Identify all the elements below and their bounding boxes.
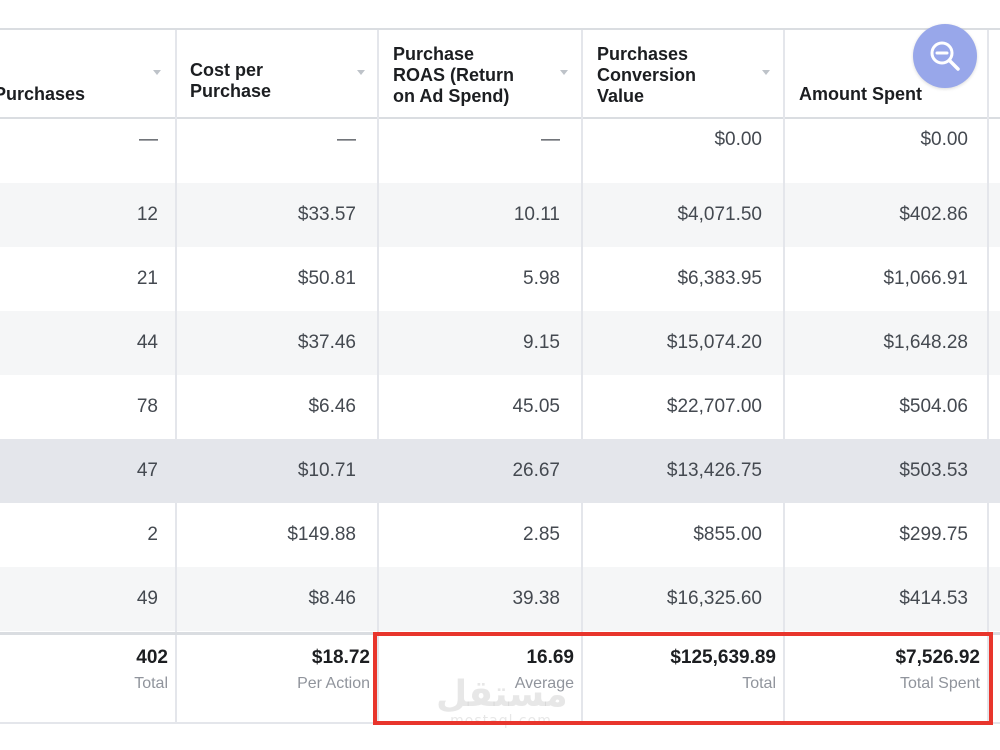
column-header-cost-per-purchase[interactable]: Cost per Purchase bbox=[190, 30, 376, 118]
cell-cost-per-purchase: $33.57 bbox=[297, 204, 356, 225]
sort-caret-icon[interactable] bbox=[560, 70, 568, 75]
cell-cost-per-purchase: $149.88 bbox=[287, 524, 356, 545]
cell-amount-spent: $1,066.91 bbox=[883, 268, 968, 289]
cell-conversion-value: $15,074.20 bbox=[666, 332, 762, 353]
total-value: $7,526.92 bbox=[895, 647, 980, 668]
column-divider[interactable] bbox=[175, 30, 177, 723]
cell-amount-spent: $402.86 bbox=[899, 204, 968, 225]
cell-purchases: 12 bbox=[136, 204, 158, 225]
table-row[interactable]: 2 $149.88 2.85 $855.00 $299.75 bbox=[0, 503, 1000, 567]
cell-cost-per-purchase: $37.46 bbox=[297, 332, 356, 353]
table-top-border bbox=[0, 28, 1000, 30]
table-row[interactable]: 21 $50.81 5.98 $6,383.95 $1,066.91 bbox=[0, 247, 1000, 311]
total-value: 16.69 bbox=[526, 647, 574, 668]
cell-cost-per-purchase: — bbox=[337, 129, 356, 150]
cell-cost-per-purchase: $50.81 bbox=[297, 268, 356, 289]
cell-roas: 10.11 bbox=[513, 204, 560, 225]
total-cost-per-purchase: $18.72 Per Action bbox=[176, 646, 378, 694]
totals-highlight-box bbox=[373, 632, 993, 725]
zoom-out-icon bbox=[927, 38, 963, 74]
column-divider[interactable] bbox=[581, 30, 583, 723]
total-value: 402 bbox=[136, 647, 168, 668]
cell-cost-per-purchase: $10.71 bbox=[297, 460, 356, 481]
zoom-out-button[interactable] bbox=[913, 24, 977, 88]
total-label: Average bbox=[514, 675, 574, 692]
column-header-amount-spent[interactable]: Amount Spent bbox=[799, 30, 989, 118]
cell-amount-spent: $414.53 bbox=[899, 588, 968, 609]
cell-amount-spent: $1,648.28 bbox=[883, 332, 968, 353]
column-header-label: Amount Spent bbox=[799, 84, 922, 104]
cell-roas: 39.38 bbox=[512, 588, 560, 609]
cell-conversion-value: $22,707.00 bbox=[666, 396, 762, 417]
total-label: Per Action bbox=[297, 675, 370, 692]
cell-purchases: 47 bbox=[136, 460, 158, 481]
total-label: Total Spent bbox=[899, 675, 980, 692]
sort-caret-icon[interactable] bbox=[357, 70, 365, 75]
table-row-selected[interactable]: 47 $10.71 26.67 $13,426.75 $503.53 bbox=[0, 439, 1000, 503]
table-row[interactable]: 44 $37.46 9.15 $15,074.20 $1,648.28 bbox=[0, 311, 1000, 375]
sort-caret-icon[interactable] bbox=[153, 70, 161, 75]
cell-roas: 45.05 bbox=[512, 396, 560, 417]
total-conversion-value: $125,639.89 Total bbox=[582, 646, 784, 694]
cell-purchases: 2 bbox=[147, 524, 158, 545]
total-value: $125,639.89 bbox=[670, 647, 776, 668]
cell-roas: — bbox=[541, 129, 560, 150]
total-value: $18.72 bbox=[311, 647, 370, 668]
header-bottom-border bbox=[0, 117, 1000, 119]
cell-purchases: — bbox=[139, 129, 158, 150]
cell-roas: 5.98 bbox=[523, 268, 560, 289]
total-label: Total bbox=[742, 675, 776, 692]
column-header-conversion-value[interactable]: Purchases Conversion Value bbox=[597, 30, 783, 118]
cell-conversion-value: $6,383.95 bbox=[677, 268, 762, 289]
column-header-purchases[interactable]: Purchases bbox=[0, 30, 176, 118]
total-label: Total bbox=[134, 675, 168, 692]
column-header-roas[interactable]: Purchase ROAS (Return on Ad Spend) bbox=[393, 30, 581, 118]
cell-conversion-value: $13,426.75 bbox=[666, 460, 762, 481]
column-header-label: Purchases Conversion Value bbox=[597, 44, 697, 106]
column-header-label: Purchases bbox=[0, 84, 86, 104]
total-roas: 16.69 Average bbox=[378, 646, 582, 694]
cell-purchases: 78 bbox=[136, 396, 158, 417]
cell-conversion-value: $855.00 bbox=[693, 524, 762, 545]
cell-cost-per-purchase: $6.46 bbox=[308, 396, 356, 417]
table-row[interactable]: 78 $6.46 45.05 $22,707.00 $504.06 bbox=[0, 375, 1000, 439]
column-divider[interactable] bbox=[377, 30, 379, 723]
cell-conversion-value: $16,325.60 bbox=[666, 588, 762, 609]
cell-amount-spent: $0.00 bbox=[920, 129, 968, 150]
total-purchases: 402 Total bbox=[0, 646, 176, 694]
cell-conversion-value: $0.00 bbox=[714, 129, 762, 150]
column-divider[interactable] bbox=[987, 30, 989, 723]
table-row[interactable]: 12 $33.57 10.11 $4,071.50 $402.86 bbox=[0, 183, 1000, 247]
cell-amount-spent: $299.75 bbox=[899, 524, 968, 545]
total-amount-spent: $7,526.92 Total Spent bbox=[784, 646, 988, 694]
column-header-label: Purchase ROAS (Return on Ad Spend) bbox=[393, 44, 514, 106]
watermark-arabic-text: مستقل bbox=[436, 674, 568, 715]
cell-cost-per-purchase: $8.46 bbox=[308, 588, 356, 609]
table-row[interactable]: 49 $8.46 39.38 $16,325.60 $414.53 bbox=[0, 567, 1000, 631]
cell-conversion-value: $4,071.50 bbox=[677, 204, 762, 225]
cell-roas: 9.15 bbox=[523, 332, 560, 353]
sort-caret-icon[interactable] bbox=[762, 70, 770, 75]
table-row[interactable]: — — — $0.00 $0.00 bbox=[0, 119, 1000, 183]
cell-roas: 2.85 bbox=[523, 524, 560, 545]
cell-amount-spent: $503.53 bbox=[899, 460, 968, 481]
cell-roas: 26.67 bbox=[512, 460, 560, 481]
cell-amount-spent: $504.06 bbox=[899, 396, 968, 417]
cell-purchases: 49 bbox=[136, 588, 158, 609]
column-header-label: Cost per Purchase bbox=[190, 60, 272, 101]
column-divider[interactable] bbox=[783, 30, 785, 723]
cell-purchases: 44 bbox=[136, 332, 158, 353]
cell-purchases: 21 bbox=[136, 268, 158, 289]
